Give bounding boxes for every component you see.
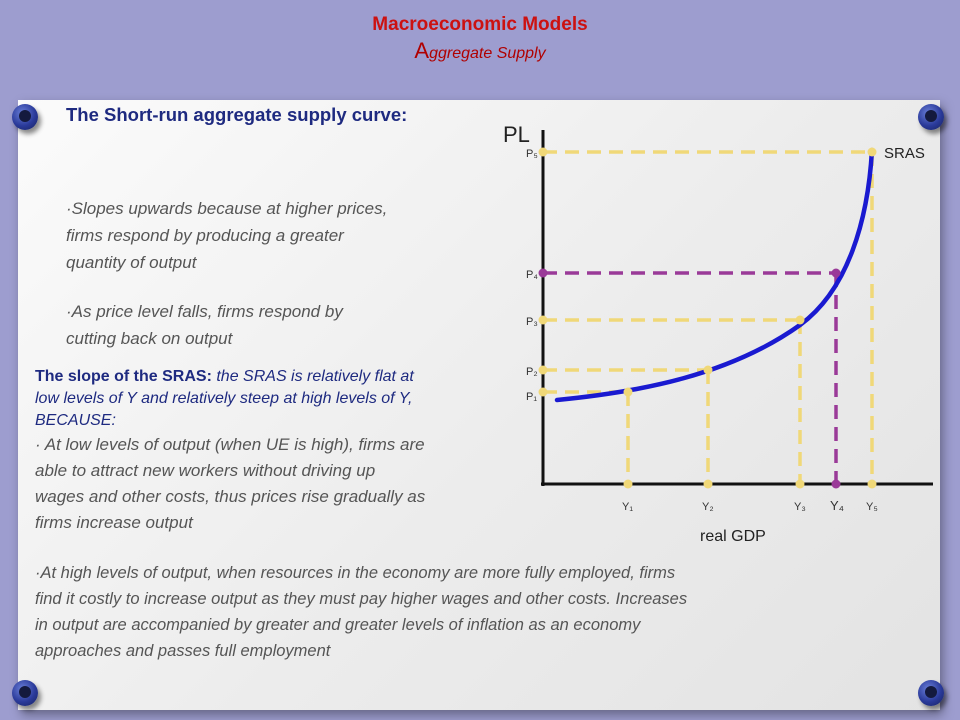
title-main: Macroeconomic Models (372, 14, 588, 35)
text-line: ·At high levels of output, when resource… (35, 564, 676, 582)
y-axis-point (538, 365, 548, 375)
slope-line-1: The slope of the SRAS: the SRAS is relat… (35, 366, 414, 388)
text-line: the SRAS is relatively flat at (211, 368, 414, 385)
slope-label: The slope of the SRAS: (35, 368, 212, 385)
y-axis-point (538, 268, 548, 278)
y-tick-label: P₁ (526, 391, 537, 403)
title-sub: Aggregate Supply (0, 38, 960, 64)
x-tick-label: Y₅ (866, 501, 878, 513)
bullet-price-falls: ·As price level falls, firms respond by … (66, 298, 343, 352)
text-line: cutting back on output (66, 329, 233, 348)
x-axis-point (831, 479, 841, 489)
y-axis-label: PL (503, 122, 530, 147)
y-tick-label: P₃ (526, 316, 538, 328)
x-tick-label: Y₁ (622, 501, 633, 513)
text-line: approaches and passes full employment (35, 642, 331, 660)
low-output-paragraph: · At low levels of output (when UE is hi… (35, 432, 425, 536)
x-axis-point (795, 479, 805, 489)
text-line: firms respond by producing a greater (66, 226, 344, 245)
guide-lines (543, 150, 874, 484)
x-tick-label: Y₃ (794, 501, 806, 513)
tick-labels: P₁ Y₁ P₂ Y₂ P₃ Y₃ P₄ Y₄ P₅ Y₅ (526, 148, 878, 513)
bullet-upward: ·Slopes upwards because at higher prices… (66, 195, 387, 276)
pushpin-icon (918, 680, 944, 706)
text-line: ·Slopes upwards because at higher prices… (66, 199, 388, 218)
curve-point (867, 147, 877, 157)
slide-title: Macroeconomic Models Aggregate Supply (0, 14, 960, 64)
y-axis-point (538, 387, 548, 397)
text-line: ·As price level falls, firms respond by (66, 302, 343, 321)
text-line: find it costly to increase output as the… (35, 590, 688, 608)
title-sub-rest: ggregate Supply (429, 45, 546, 62)
section-heading: The Short-run aggregate supply curve: (66, 104, 408, 125)
slope-paragraph: The slope of the SRAS: the SRAS is relat… (35, 366, 414, 432)
x-axis-point (703, 479, 713, 489)
y-tick-label: P₂ (526, 366, 538, 378)
text-line: wages and other costs, thus prices rise … (35, 487, 426, 506)
curve-point (795, 315, 805, 325)
sras-curve (554, 147, 875, 403)
text-line: able to attract new workers without driv… (35, 461, 376, 480)
curve-point (623, 387, 633, 397)
x-tick-label: Y₄ (830, 498, 844, 513)
high-output-paragraph: ·At high levels of output, when resource… (35, 560, 687, 664)
pushpin-icon (12, 104, 38, 130)
y-tick-label: P₅ (526, 148, 538, 160)
pushpin-icon (918, 104, 944, 130)
y-axis-point (538, 315, 548, 325)
y-tick-label: P₄ (526, 269, 538, 281)
text-line: low levels of Y and relatively steep at … (35, 390, 413, 407)
pushpin-icon (12, 680, 38, 706)
y-axis-point (538, 147, 548, 157)
intersection-points (538, 147, 877, 489)
series-label-sras: SRAS (884, 145, 925, 162)
x-axis-point (623, 479, 633, 489)
text-line: firms increase output (35, 513, 193, 532)
curve-point (831, 268, 841, 278)
text-line: BECAUSE: (35, 412, 116, 429)
curve-point (703, 365, 713, 375)
text-line: · At low levels of output (when UE is hi… (35, 435, 425, 454)
x-axis-point (867, 479, 877, 489)
x-tick-label: Y₂ (702, 501, 714, 513)
paper-sheet (18, 100, 940, 710)
title-sub-initial: A (414, 38, 430, 63)
x-axis-label: real GDP (700, 528, 766, 545)
text-line: in output are accompanied by greater and… (35, 616, 641, 634)
text-line: quantity of output (66, 253, 197, 272)
